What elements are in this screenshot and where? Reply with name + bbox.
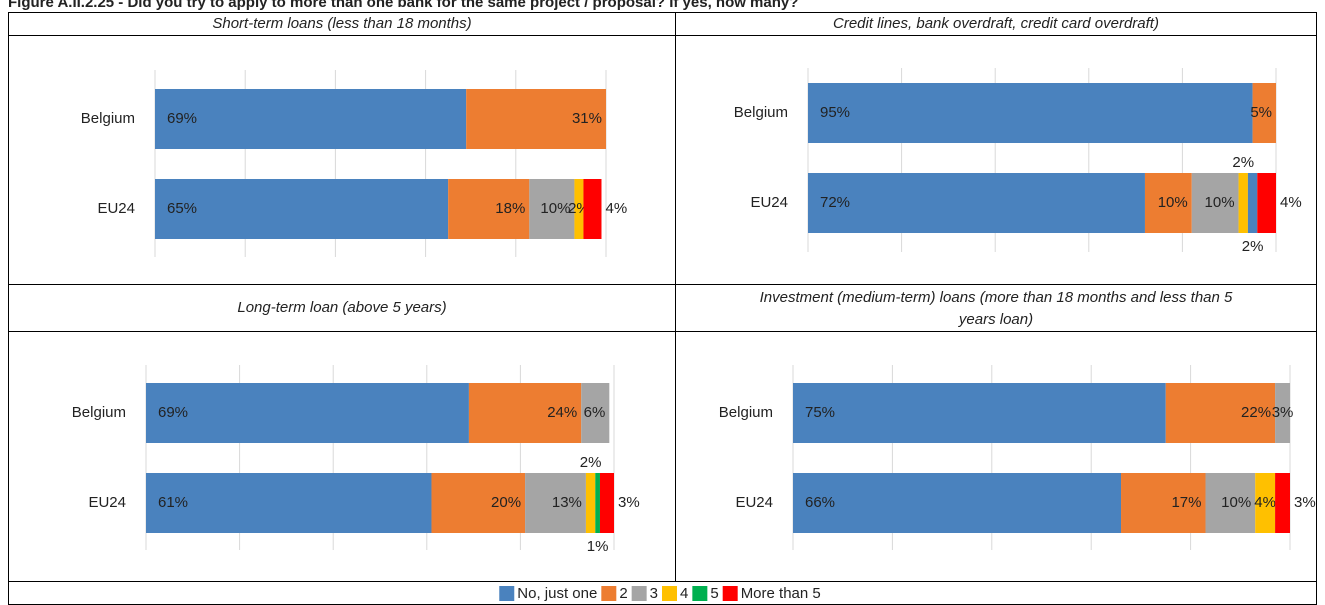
bar-segment: [466, 89, 606, 149]
value-label: 4%: [605, 200, 627, 217]
title-line: Investment (medium-term) loans (more tha…: [760, 289, 1233, 306]
bar-segment: [595, 473, 600, 533]
bar-segment: [1257, 173, 1276, 233]
legend-swatch: [631, 586, 647, 601]
category-label: EU24: [735, 494, 773, 511]
legend-label: 3: [650, 585, 658, 602]
bar-segment: [1121, 473, 1206, 533]
value-label: 13%: [552, 494, 582, 511]
bar-segment: [155, 89, 467, 149]
value-label: 17%: [1171, 494, 1201, 511]
value-label: 65%: [167, 200, 197, 217]
chart-title: Short-term loans (less than 18 months): [212, 15, 471, 32]
bar-segment: [1191, 173, 1239, 233]
bar-segment: [574, 179, 584, 239]
bar-segment: [581, 383, 610, 443]
bar-segment: [1247, 173, 1258, 233]
value-label: 2%: [1232, 154, 1254, 171]
value-label: 2%: [580, 454, 602, 471]
value-label: 4%: [1254, 494, 1276, 511]
value-label: 66%: [805, 494, 835, 511]
bar-segment: [468, 383, 582, 443]
bar-segment: [529, 179, 575, 239]
bar-segment: [525, 473, 586, 533]
bar-segment: [808, 173, 1145, 233]
category-label: EU24: [750, 194, 788, 211]
value-label: 1%: [587, 538, 609, 555]
value-label: 4%: [1280, 194, 1302, 211]
value-label: 22%: [1241, 404, 1271, 421]
value-label: 69%: [158, 404, 188, 421]
bar-segment: [146, 473, 432, 533]
bar-segment: [1275, 473, 1290, 533]
category-label: Belgium: [81, 110, 135, 127]
bar-segment: [1205, 473, 1256, 533]
figure-title: Figure A.II.2.25 - Did you try to apply …: [8, 0, 798, 11]
value-label: 3%: [618, 494, 640, 511]
value-label: 95%: [820, 104, 850, 121]
value-label: 10%: [1158, 194, 1188, 211]
bar-segment: [599, 473, 614, 533]
chart-title: Credit lines, bank overdraft, credit car…: [833, 15, 1159, 32]
chart-title: Investment (medium-term) loans (more tha…: [760, 289, 1233, 328]
value-label: 10%: [1221, 494, 1251, 511]
bar-segment: [1165, 383, 1276, 443]
value-label: 6%: [584, 404, 606, 421]
bar-segment: [1144, 173, 1192, 233]
bar-segment: [585, 473, 596, 533]
value-label: 18%: [495, 200, 525, 217]
bar-segment: [431, 473, 526, 533]
value-label: 10%: [540, 200, 570, 217]
category-label: Belgium: [72, 404, 126, 421]
legend-swatch: [499, 586, 515, 601]
legend-label: No, just one: [517, 585, 597, 602]
value-label: 10%: [1205, 194, 1235, 211]
legend-swatch: [601, 586, 617, 601]
value-label: 72%: [820, 194, 850, 211]
value-label: 5%: [1250, 104, 1272, 121]
category-label: EU24: [88, 494, 126, 511]
legend-label: More than 5: [741, 585, 821, 602]
value-label: 75%: [805, 404, 835, 421]
legend-swatch: [662, 586, 677, 601]
bar-segment: [448, 179, 530, 239]
value-label: 20%: [491, 494, 521, 511]
bar-segment: [1275, 383, 1290, 443]
category-label: EU24: [97, 200, 135, 217]
chart-title: Long-term loan (above 5 years): [237, 299, 446, 316]
value-label: 61%: [158, 494, 188, 511]
value-label: 24%: [547, 404, 577, 421]
title-line: years loan): [958, 311, 1033, 328]
category-label: Belgium: [719, 404, 773, 421]
bar-segment: [1238, 173, 1248, 233]
value-label: 69%: [167, 110, 197, 127]
legend-label: 2: [619, 585, 627, 602]
value-label: 2%: [1242, 238, 1264, 255]
legend: No, just one 2 3 4 5 More than 5: [499, 585, 821, 602]
category-label: Belgium: [734, 104, 788, 121]
bar-segment: [1255, 473, 1276, 533]
legend-label: 4: [680, 585, 688, 602]
bar-segment: [808, 83, 1253, 143]
value-label: 3%: [1272, 404, 1294, 421]
legend-label: 5: [710, 585, 718, 602]
value-label: 31%: [572, 110, 602, 127]
bar-segment: [583, 179, 602, 239]
legend-swatch: [722, 586, 738, 601]
bar-segment: [1252, 83, 1276, 143]
bar-segment: [793, 383, 1166, 443]
bar-segment: [155, 179, 449, 239]
legend-swatch: [692, 586, 708, 601]
value-label: 3%: [1294, 494, 1316, 511]
bar-segment: [793, 473, 1122, 533]
bar-segment: [146, 383, 469, 443]
